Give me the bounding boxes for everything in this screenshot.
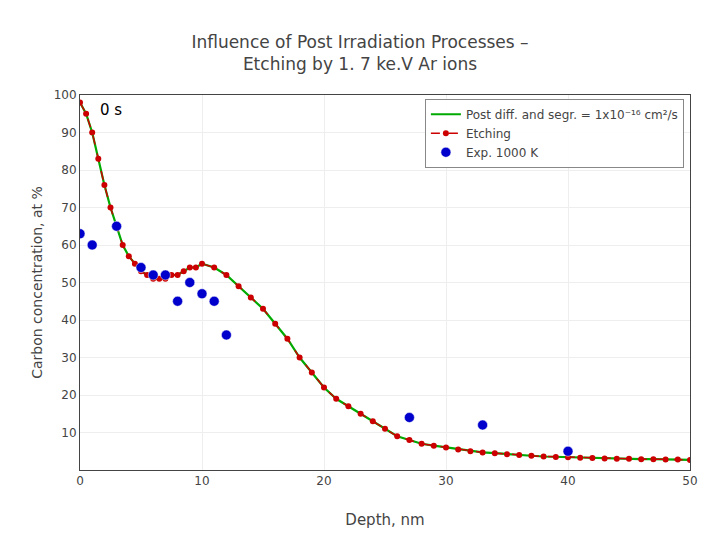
svg-text:100: 100 xyxy=(54,88,77,102)
svg-text:Exp. 1000 K: Exp. 1000 K xyxy=(466,146,539,160)
svg-text:50: 50 xyxy=(61,276,76,290)
svg-text:0 s: 0 s xyxy=(100,101,122,119)
svg-text:70: 70 xyxy=(61,201,76,215)
svg-text:60: 60 xyxy=(61,238,76,252)
svg-text:30: 30 xyxy=(61,351,76,365)
svg-text:0: 0 xyxy=(76,474,84,488)
svg-text:40: 40 xyxy=(560,474,575,488)
svg-text:50: 50 xyxy=(682,474,697,488)
svg-text:80: 80 xyxy=(61,163,76,177)
svg-text:Carbon concentration, at %: Carbon concentration, at % xyxy=(29,186,45,379)
svg-text:Influence of Post Irradiation: Influence of Post Irradiation Processes … xyxy=(191,32,528,74)
svg-text:20: 20 xyxy=(61,388,76,402)
svg-text:30: 30 xyxy=(438,474,453,488)
svg-text:Depth, nm: Depth, nm xyxy=(345,511,424,529)
svg-text:90: 90 xyxy=(61,126,76,140)
svg-text:10: 10 xyxy=(61,426,76,440)
svg-text:Post diff. and segr. = 1x10⁻¹⁶: Post diff. and segr. = 1x10⁻¹⁶ cm²/s xyxy=(466,108,678,122)
svg-text:10: 10 xyxy=(194,474,209,488)
svg-text:40: 40 xyxy=(61,313,76,327)
svg-text:20: 20 xyxy=(316,474,331,488)
svg-text:Etching: Etching xyxy=(466,127,511,141)
